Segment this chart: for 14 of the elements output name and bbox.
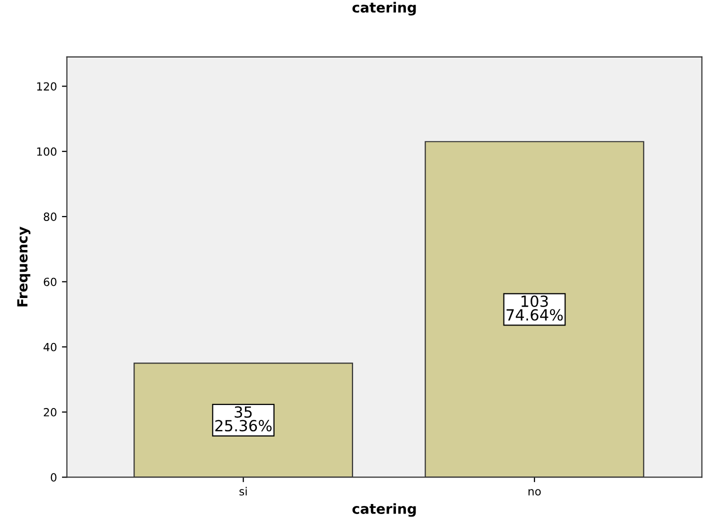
x-axis-title: catering <box>352 503 416 517</box>
y-axis-title: Frequency <box>17 226 30 306</box>
y-tick-label: 40 <box>44 342 56 352</box>
x-tick-label: no <box>528 489 541 496</box>
data-label: 35 25.36% <box>215 406 272 432</box>
y-tick-label: 100 <box>37 147 56 156</box>
y-tick-label: 120 <box>37 82 56 91</box>
y-tick-label: 80 <box>44 212 56 221</box>
y-tick-label: 60 <box>44 278 56 286</box>
y-tick-label: 0 <box>50 473 56 482</box>
x-tick-label: si <box>239 486 247 496</box>
y-tick-label: 20 <box>44 408 56 416</box>
data-label: 103 74.64% <box>506 295 563 321</box>
chart-title: catering <box>352 2 416 16</box>
